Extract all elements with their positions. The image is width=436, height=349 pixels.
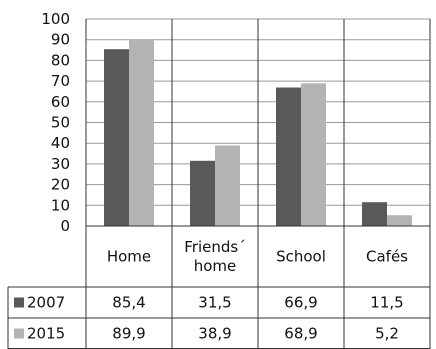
y-tick-label: 80 <box>51 51 70 69</box>
bar <box>301 83 326 226</box>
data-label: 11,5 <box>370 294 403 312</box>
data-label: 38,9 <box>198 325 231 343</box>
data-label: 66,9 <box>284 294 317 312</box>
y-tick-label: 100 <box>41 10 70 28</box>
data-label: 89,9 <box>112 325 145 343</box>
bar <box>215 145 240 226</box>
category-label: home <box>194 257 237 275</box>
category-label: School <box>276 248 326 266</box>
legend-label: 2007 <box>27 294 65 312</box>
bar <box>129 39 154 227</box>
bar <box>387 215 412 226</box>
data-label: 31,5 <box>198 294 231 312</box>
data-label: 5,2 <box>375 325 399 343</box>
data-label: 85,4 <box>112 294 145 312</box>
y-tick-label: 40 <box>51 134 70 152</box>
bar <box>276 87 301 226</box>
category-label: Friends´ <box>184 238 245 256</box>
y-tick-label: 30 <box>51 155 70 173</box>
y-tick-label: 90 <box>51 31 70 49</box>
data-label: 68,9 <box>284 325 317 343</box>
legend-swatch <box>14 297 24 308</box>
legend-label: 2015 <box>27 325 65 343</box>
bar <box>104 49 129 226</box>
y-tick-label: 70 <box>51 72 70 90</box>
legend-swatch <box>14 328 24 339</box>
y-tick-label: 10 <box>51 196 70 214</box>
y-tick-label: 60 <box>51 93 70 111</box>
category-label: Cafés <box>366 248 408 266</box>
bar <box>190 160 215 226</box>
y-tick-label: 0 <box>60 217 70 235</box>
y-tick-label: 50 <box>51 114 70 132</box>
bar <box>362 202 387 226</box>
y-tick-label: 20 <box>51 176 70 194</box>
category-label: Home <box>107 248 151 266</box>
